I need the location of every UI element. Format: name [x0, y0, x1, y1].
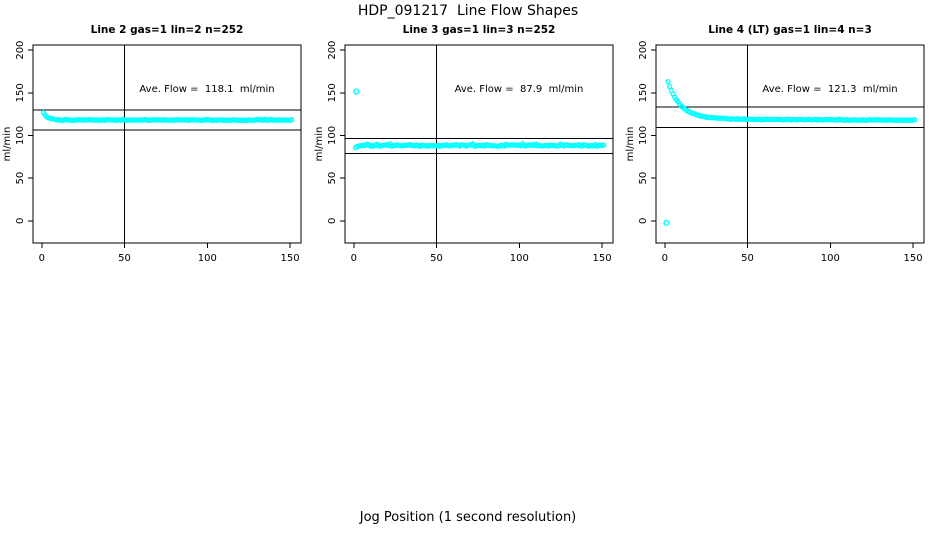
y-tick-label: 0: [327, 218, 338, 224]
x-tick-label: 100: [821, 253, 840, 264]
data-point: [289, 117, 295, 123]
y-tick-label: 100: [15, 126, 26, 145]
data-point: [912, 117, 918, 123]
y-tick-label: 200: [327, 41, 338, 60]
y-tick-label: 100: [638, 126, 649, 145]
outlier-point: [353, 88, 360, 95]
data-points: [663, 78, 918, 227]
data-points: [352, 88, 607, 151]
panel-1: 0 50 100 150 0 50 100 150 200 ml/min: [314, 41, 614, 264]
x-tick-label: 50: [741, 253, 754, 264]
data-point: [665, 78, 671, 85]
y-tick-label: 50: [15, 172, 26, 185]
ave-flow-annotation-line4: Ave. Flow = 121.3 ml/min: [762, 84, 898, 95]
plot-box: [32, 44, 302, 244]
x-tick-label: 100: [510, 253, 529, 264]
x-tick-label: 150: [904, 253, 923, 264]
panel-title-line2: Line 2 gas=1 lin=2 n=252: [90, 24, 244, 36]
y-tick-label: 100: [327, 126, 338, 145]
outlier-point: [663, 219, 670, 227]
y-tick-label: 150: [327, 83, 338, 102]
x-tick-label: 0: [351, 253, 357, 264]
x-tick-label: 0: [39, 253, 45, 264]
x-axis-label: Jog Position (1 second resolution): [359, 510, 577, 525]
panel-title-line3: Line 3 gas=1 lin=3 n=252: [402, 24, 556, 36]
y-axis-label: ml/min: [625, 127, 636, 162]
y-tick-label: 150: [638, 83, 649, 102]
panel-2: 0 50 100 150 0 50 100 150 200 ml/min: [625, 41, 925, 264]
plot-box: [655, 44, 925, 244]
y-axis-label: ml/min: [2, 127, 13, 162]
y-tick-label: 150: [15, 83, 26, 102]
x-tick-label: 50: [430, 253, 443, 264]
panel-title-line4: Line 4 (LT) gas=1 lin=4 n=3: [708, 24, 872, 36]
x-tick-label: 0: [662, 253, 668, 264]
data-points: [40, 109, 295, 124]
y-tick-label: 200: [638, 41, 649, 60]
data-point: [601, 142, 607, 148]
x-tick-label: 50: [118, 253, 131, 264]
y-axis-label: ml/min: [314, 127, 325, 162]
x-tick-label: 100: [198, 253, 217, 264]
y-tick-label: 200: [15, 41, 26, 60]
main-title: HDP_091217 Line Flow Shapes: [357, 3, 579, 19]
plot-box: [344, 44, 614, 244]
y-tick-label: 50: [327, 172, 338, 185]
x-tick-label: 150: [281, 253, 300, 264]
y-tick-label: 0: [15, 218, 26, 224]
y-tick-label: 50: [638, 172, 649, 185]
x-tick-label: 150: [593, 253, 612, 264]
y-tick-label: 0: [638, 218, 649, 224]
ave-flow-annotation-line3: Ave. Flow = 87.9 ml/min: [454, 84, 584, 95]
panel-0: 0 50 100 150 0 50 100 150 200 ml/min: [2, 41, 302, 264]
ave-flow-annotation-line2: Ave. Flow = 118.1 ml/min: [139, 84, 275, 95]
